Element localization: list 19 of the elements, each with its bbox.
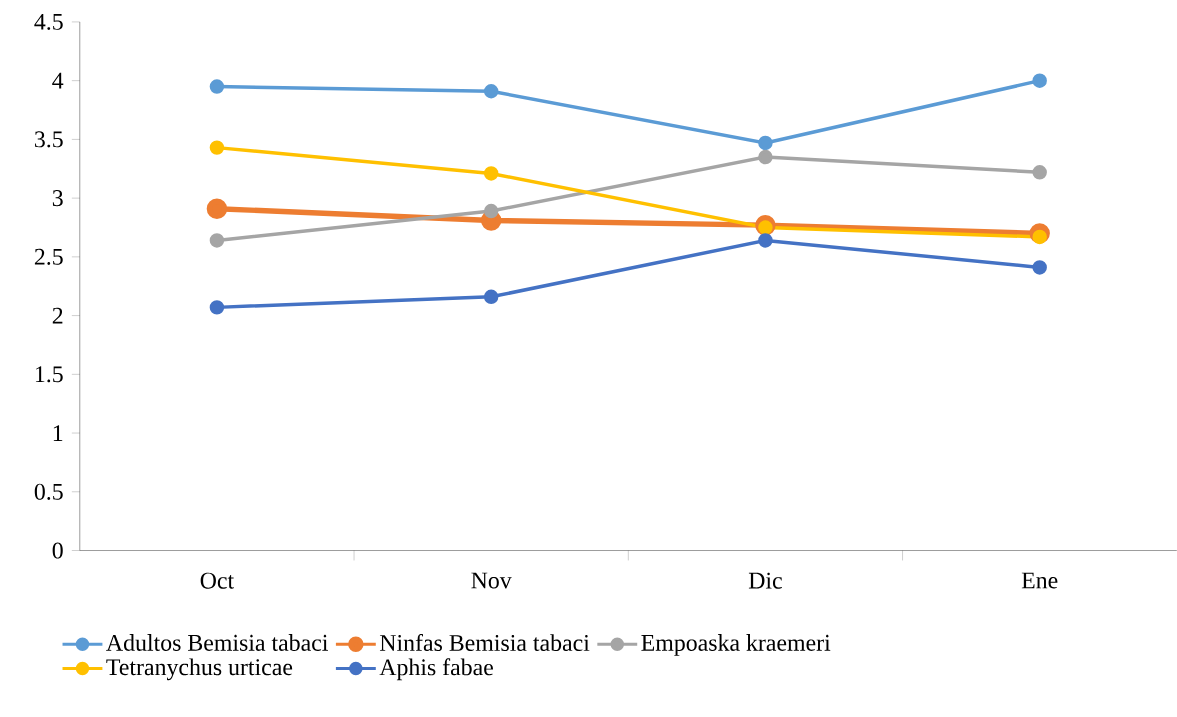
- y-tick-label: 1.5: [35, 366, 63, 383]
- x-tick-label: Ene: [1021, 572, 1058, 589]
- y-tick-label: 2: [52, 307, 63, 324]
- y-tick-label: 3: [52, 190, 63, 207]
- legend-label: Tetranychus urticae: [106, 658, 293, 681]
- y-tick-label: 0: [52, 542, 63, 559]
- y-tick-label: 1: [53, 425, 63, 441]
- x-tick-label: Oct: [200, 572, 234, 589]
- y-tick-label: 3.5: [35, 131, 63, 148]
- legend-label: Adultos Bemisia tabaci: [106, 634, 328, 651]
- x-tick-label: Dic: [748, 572, 782, 589]
- y-tick-label: 4: [52, 72, 64, 89]
- legend-label: Aphis fabae: [379, 658, 493, 681]
- y-tick-label: 0.5: [34, 483, 63, 500]
- legend-label: Empoaska kraemeri: [641, 634, 831, 656]
- y-tick-label: 4.5: [34, 13, 63, 30]
- y-tick-label: 2.5: [34, 248, 63, 265]
- legend-label: Ninfas Bemisia tabaci: [379, 633, 590, 651]
- x-tick-label: Nov: [471, 572, 512, 589]
